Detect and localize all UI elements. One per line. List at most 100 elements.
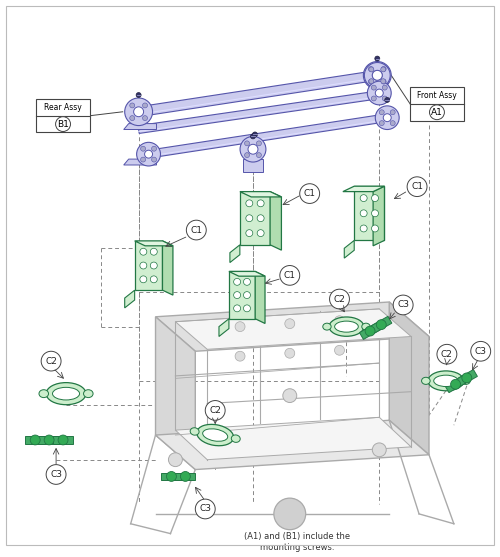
Circle shape <box>380 110 384 115</box>
Text: C3: C3 <box>199 505 211 514</box>
Circle shape <box>390 110 395 115</box>
Circle shape <box>471 341 490 361</box>
Ellipse shape <box>84 390 93 398</box>
Circle shape <box>450 379 460 389</box>
Ellipse shape <box>434 375 458 387</box>
Ellipse shape <box>196 424 234 446</box>
Circle shape <box>256 153 262 158</box>
Polygon shape <box>124 124 156 130</box>
Circle shape <box>364 61 391 89</box>
Ellipse shape <box>190 428 199 435</box>
FancyBboxPatch shape <box>36 99 90 133</box>
Circle shape <box>360 210 367 217</box>
Circle shape <box>140 262 147 269</box>
Polygon shape <box>156 302 429 351</box>
Circle shape <box>140 276 147 283</box>
Circle shape <box>390 121 395 125</box>
Polygon shape <box>134 241 162 290</box>
Circle shape <box>136 92 141 97</box>
Text: B1: B1 <box>57 120 69 129</box>
Circle shape <box>274 498 306 530</box>
Text: C3: C3 <box>50 470 62 479</box>
Text: C1: C1 <box>190 226 202 234</box>
Circle shape <box>360 194 367 202</box>
Ellipse shape <box>39 390 48 398</box>
Ellipse shape <box>334 321 358 332</box>
Circle shape <box>144 150 152 158</box>
Circle shape <box>407 177 427 197</box>
Circle shape <box>152 157 156 162</box>
Polygon shape <box>162 472 182 480</box>
Circle shape <box>257 200 264 207</box>
Circle shape <box>300 184 320 203</box>
Circle shape <box>56 117 70 131</box>
Polygon shape <box>219 319 229 336</box>
Circle shape <box>372 70 382 80</box>
Polygon shape <box>270 192 281 250</box>
Polygon shape <box>240 192 270 245</box>
Circle shape <box>372 210 378 217</box>
Circle shape <box>360 225 367 232</box>
Polygon shape <box>39 436 59 444</box>
Circle shape <box>430 105 444 120</box>
Circle shape <box>134 107 143 117</box>
Polygon shape <box>26 436 45 444</box>
Polygon shape <box>240 192 282 197</box>
Polygon shape <box>138 70 378 116</box>
Circle shape <box>196 499 215 519</box>
Circle shape <box>136 143 160 166</box>
Circle shape <box>372 70 382 80</box>
Polygon shape <box>456 369 477 386</box>
Circle shape <box>252 132 258 137</box>
Circle shape <box>244 305 250 312</box>
Circle shape <box>372 194 378 202</box>
Circle shape <box>369 67 374 72</box>
Circle shape <box>150 262 158 269</box>
Circle shape <box>234 292 240 299</box>
Circle shape <box>186 220 206 240</box>
Polygon shape <box>176 417 411 460</box>
Circle shape <box>142 116 148 120</box>
Ellipse shape <box>232 435 240 442</box>
Text: C1: C1 <box>411 182 423 191</box>
Circle shape <box>150 248 158 255</box>
Circle shape <box>168 453 182 467</box>
Ellipse shape <box>323 323 331 330</box>
Circle shape <box>206 400 225 421</box>
Circle shape <box>437 344 457 364</box>
Circle shape <box>369 79 374 84</box>
Text: C2: C2 <box>45 356 57 365</box>
Polygon shape <box>53 436 73 444</box>
Circle shape <box>246 215 253 222</box>
Circle shape <box>140 146 145 151</box>
Ellipse shape <box>52 387 80 400</box>
Circle shape <box>380 67 386 72</box>
Text: (A1) and (B1) include the
mounting screws.: (A1) and (B1) include the mounting screw… <box>244 532 350 551</box>
Polygon shape <box>370 316 392 333</box>
Circle shape <box>372 85 376 90</box>
Polygon shape <box>230 245 240 262</box>
Circle shape <box>368 79 374 84</box>
Circle shape <box>142 103 148 108</box>
Circle shape <box>334 316 344 326</box>
Circle shape <box>240 136 266 162</box>
Text: C2: C2 <box>441 350 453 359</box>
Circle shape <box>376 106 399 130</box>
Text: C3: C3 <box>397 300 409 310</box>
Polygon shape <box>138 91 378 134</box>
Circle shape <box>257 215 264 222</box>
Polygon shape <box>344 241 354 258</box>
Circle shape <box>364 62 390 88</box>
Circle shape <box>130 103 134 108</box>
Polygon shape <box>176 472 196 480</box>
Polygon shape <box>373 186 384 246</box>
Polygon shape <box>243 159 263 172</box>
Text: C1: C1 <box>304 189 316 198</box>
Text: C2: C2 <box>210 406 221 415</box>
Text: C3: C3 <box>474 347 486 356</box>
Circle shape <box>244 278 250 285</box>
Polygon shape <box>229 271 255 319</box>
Circle shape <box>381 66 386 71</box>
Circle shape <box>58 435 68 445</box>
Circle shape <box>234 305 240 312</box>
